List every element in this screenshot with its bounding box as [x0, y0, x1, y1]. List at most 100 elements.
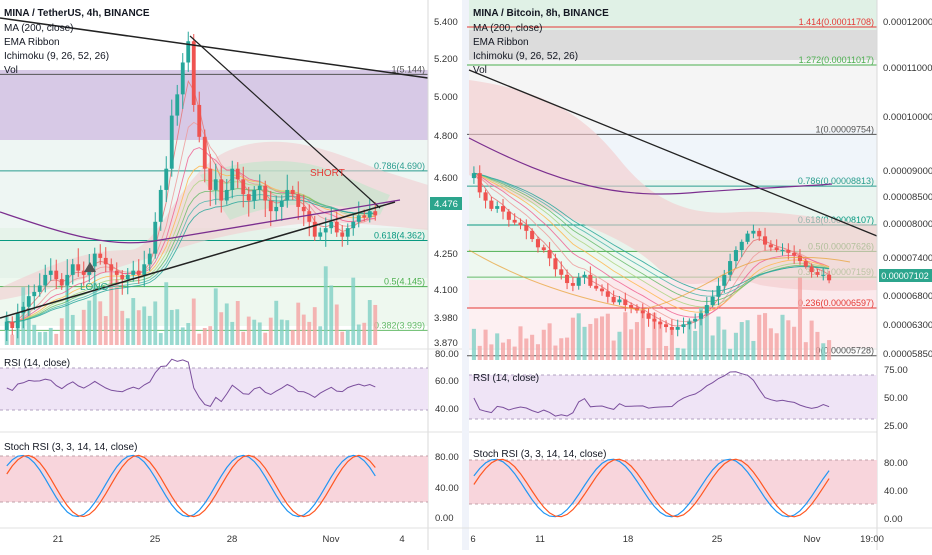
left-candle-body	[318, 232, 323, 237]
right-candle-body	[506, 211, 511, 220]
right-candle-body	[553, 258, 558, 270]
left-candle-body	[10, 321, 15, 329]
left-volume-bar	[191, 298, 196, 345]
right-candle-body	[535, 239, 540, 248]
right-last-price: 0.00007102	[881, 271, 929, 281]
left-candle-body	[367, 211, 372, 218]
left-rsi-tick-60: 60.00	[435, 376, 459, 387]
left-volume-bar	[290, 330, 295, 345]
right-volume-bar	[640, 309, 645, 360]
left-volume-bar	[32, 324, 37, 345]
left-title: MINA / TetherUS, 4h, BINANCE	[4, 8, 150, 19]
right-volume-bar	[827, 340, 832, 360]
left-candle-body	[4, 321, 9, 331]
right-x-tick: 25	[712, 534, 723, 545]
left-last-price-badge	[430, 197, 462, 210]
left-volume-bar	[26, 307, 31, 345]
left-volume-bar	[334, 304, 339, 345]
left-candle-body	[147, 253, 152, 265]
left-x-tick: 25	[150, 534, 161, 545]
right-volume-bar	[716, 316, 721, 360]
right-candle-body	[815, 272, 820, 275]
left-volume-bar	[224, 303, 229, 345]
right-axis: 0.00012000 0.00011000 0.00010000 0.00009000…	[876, 0, 932, 550]
right-volume-bar	[506, 339, 511, 360]
right-rsi-panel: RSI (14, close) 75.00 50.00 25.00	[469, 365, 908, 432]
left-ema-line	[6, 188, 376, 323]
right-rsi-title: RSI (14, close)	[473, 373, 539, 384]
left-candle-body	[307, 211, 312, 222]
right-candle-body	[477, 173, 482, 193]
left-y-tick: 4.250	[434, 249, 458, 260]
left-volume-bar	[351, 277, 356, 345]
right-volume-bar	[710, 335, 715, 360]
right-candle-body	[576, 277, 581, 286]
left-candle-body	[136, 270, 141, 275]
left-candle-body	[43, 274, 48, 286]
left-x-tick: 4	[399, 534, 404, 545]
left-ind-vol: Vol	[4, 65, 18, 76]
right-y-tick: 0.00010000	[883, 112, 932, 123]
left-fib-label: 0.786(4.690)	[374, 161, 425, 171]
right-x-tick: 19:00	[860, 534, 884, 545]
left-candle-body	[70, 264, 75, 275]
right-volume-bar	[757, 314, 762, 360]
right-candle-body	[716, 285, 721, 297]
left-candle-body	[279, 200, 284, 207]
right-x-axis-ticks: 6 11 18 25 Nov 19:00	[470, 534, 884, 545]
right-y-tick: 0.00005850	[883, 349, 932, 360]
right-y-tick: 0.00012000	[883, 17, 932, 28]
left-volume-bar	[285, 320, 290, 345]
right-rsi-tick-25: 25.00	[884, 421, 908, 432]
left-candle-body	[81, 270, 86, 275]
right-fib-label: 1(0.00009754)	[815, 124, 874, 134]
right-ind-ema: EMA Ribbon	[473, 37, 529, 48]
left-y-tick: 4.100	[434, 285, 458, 296]
left-volume-bar	[114, 279, 119, 345]
left-candle-body	[54, 270, 59, 280]
right-candle-body	[728, 261, 733, 275]
right-volume-bar	[512, 346, 517, 360]
right-volume-bar	[518, 326, 523, 360]
right-volume-bar	[698, 307, 704, 360]
right-stoch-tick-40: 40.00	[884, 486, 908, 497]
left-candle-body	[175, 94, 180, 116]
left-candle-body	[21, 306, 26, 314]
left-volume-bar	[136, 310, 141, 345]
left-volume-bar	[279, 319, 284, 345]
right-candle-body	[489, 200, 494, 209]
left-candle-body	[158, 189, 163, 222]
left-y-tick: 4.800	[434, 131, 458, 142]
left-volume-bar	[147, 315, 152, 345]
right-volume-bar	[722, 329, 727, 360]
right-volume-bar	[763, 313, 768, 360]
left-volume-bar	[180, 327, 185, 345]
left-candle-body	[373, 211, 378, 216]
right-volume-bar	[780, 314, 785, 360]
right-candle-body	[559, 269, 564, 275]
right-stoch-tick-80: 80.00	[884, 458, 908, 469]
right-volume-bar	[489, 344, 494, 360]
right-candle-body	[681, 324, 686, 328]
left-candle-body	[329, 221, 334, 229]
left-candle-body	[191, 41, 196, 105]
left-volume-bar	[169, 309, 174, 345]
left-volume-bar	[230, 321, 235, 345]
right-candle-body	[617, 299, 622, 303]
left-candle-body	[362, 215, 367, 218]
right-candle-body	[786, 250, 791, 253]
right-candle-body	[547, 250, 552, 259]
right-volume-bar	[821, 343, 826, 360]
right-candle-body	[570, 283, 575, 286]
right-fib-label: 1.272(0.00011017)	[799, 55, 874, 65]
annotation-short: SHORT	[310, 168, 345, 179]
right-volume-bar	[483, 329, 488, 360]
left-trendlines	[0, 17, 429, 319]
right-candle-body	[623, 299, 628, 306]
left-volume-bar	[120, 310, 125, 345]
left-fib-label: 0.5(4.145)	[384, 277, 425, 287]
left-axis: 5.400 5.200 5.000 4.800 4.600 4.250 4.100 3.980…	[427, 0, 462, 550]
left-candles	[4, 31, 378, 342]
right-candles	[471, 165, 832, 337]
left-volume-bar	[208, 326, 213, 345]
